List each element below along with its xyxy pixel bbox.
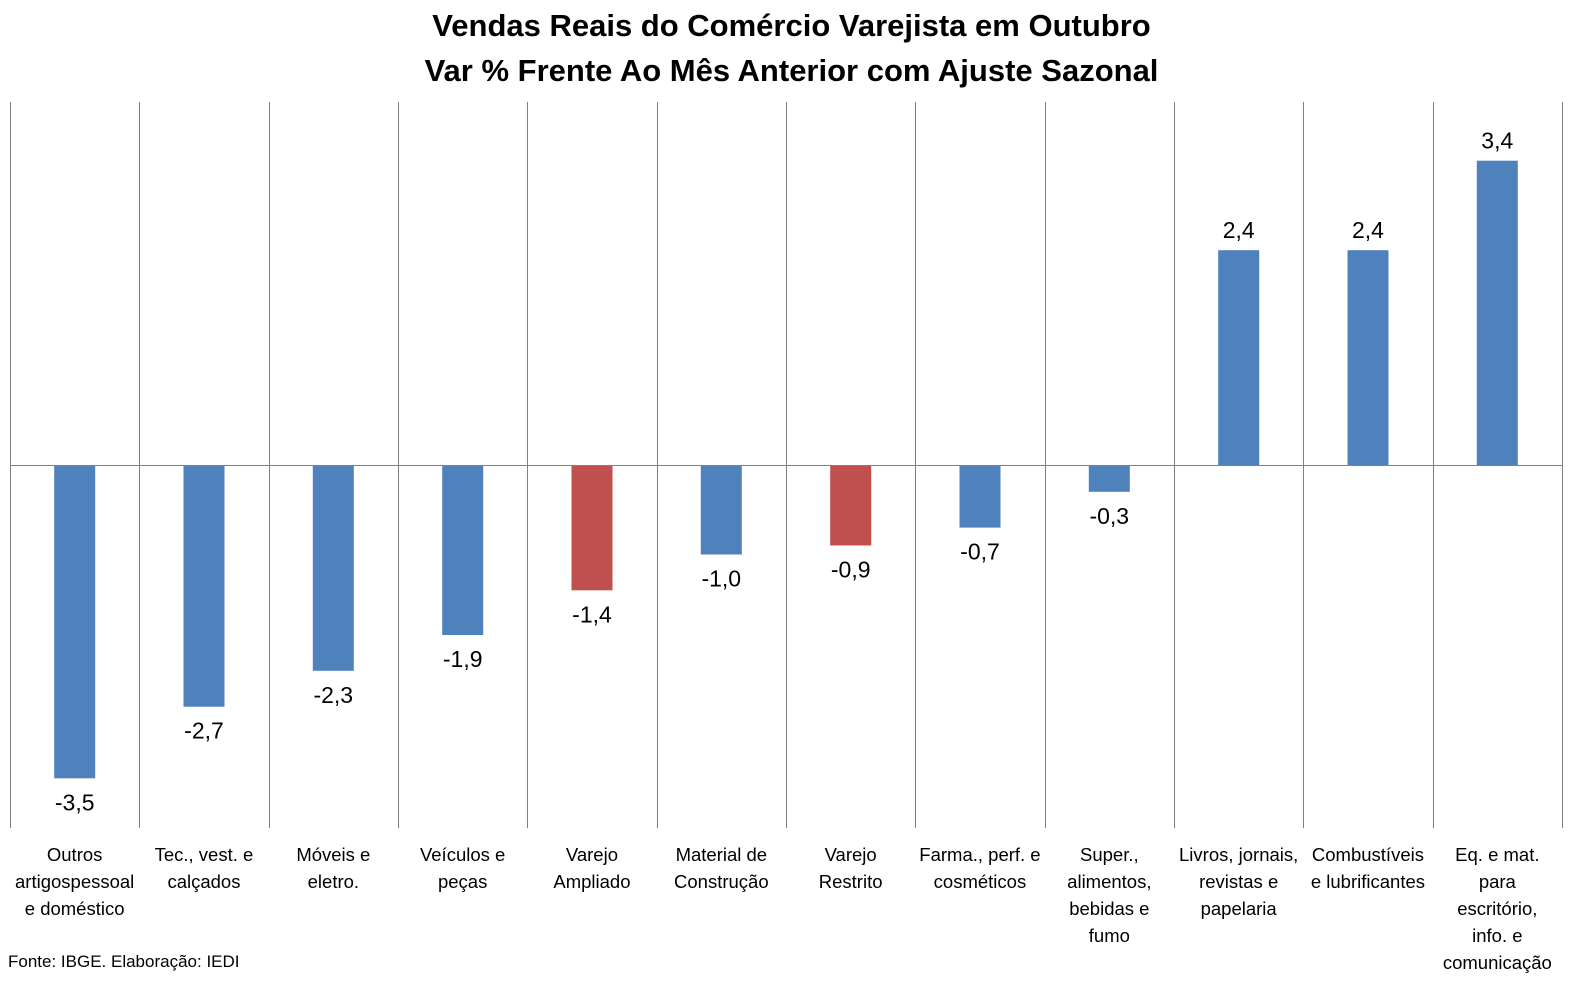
bar (1088, 465, 1130, 492)
data-label: -1,9 (443, 646, 483, 672)
chart-title: Vendas Reais do Comércio Varejista em Ou… (432, 8, 1151, 43)
category-label: Varejo Ampliado (553, 844, 631, 892)
category-label: Combustíveis e lubrificantes (1310, 844, 1426, 892)
category-label: Livros, jornais, revistas e papelaria (1179, 844, 1299, 919)
bar (1218, 250, 1260, 465)
data-label: 2,4 (1352, 217, 1384, 243)
category-label: Varejo Restrito (818, 844, 883, 892)
bar (959, 465, 1001, 528)
category-label: Outros artigospessoal e doméstico (15, 844, 135, 919)
bar (312, 465, 354, 671)
category-label: Material de Construção (674, 844, 769, 892)
source-note: Fonte: IBGE. Elaboração: IEDI (8, 952, 240, 971)
data-label: -0,7 (960, 539, 1000, 565)
data-label: -0,3 (1089, 503, 1129, 529)
category-label: Tec., vest. e calçados (154, 844, 254, 892)
data-label: -2,3 (313, 682, 353, 708)
data-label: -1,4 (572, 601, 612, 627)
bar (1347, 250, 1389, 465)
data-label: -3,5 (55, 789, 95, 815)
data-label: -0,9 (831, 557, 871, 583)
chart-subtitle: Var % Frente Ao Mês Anterior com Ajuste … (424, 53, 1159, 88)
bar (571, 465, 613, 591)
bar (1476, 160, 1518, 465)
bar (54, 465, 96, 779)
category-label: Móveis e eletro. (296, 844, 371, 892)
category-label: Veículos e peças (419, 844, 506, 892)
data-label: 3,4 (1481, 128, 1513, 154)
data-label: 2,4 (1223, 217, 1255, 243)
category-label: Eq. e mat. para escritório, info. e comu… (1442, 844, 1552, 973)
bar (442, 465, 484, 635)
category-label: Super., alimentos, bebidas e fumo (1067, 844, 1152, 946)
bar (830, 465, 872, 546)
data-label: -2,7 (184, 718, 224, 744)
category-label: Farma., perf. e cosméticos (919, 844, 1041, 892)
data-label: -1,0 (701, 566, 741, 592)
bar (183, 465, 225, 707)
bar (700, 465, 742, 555)
